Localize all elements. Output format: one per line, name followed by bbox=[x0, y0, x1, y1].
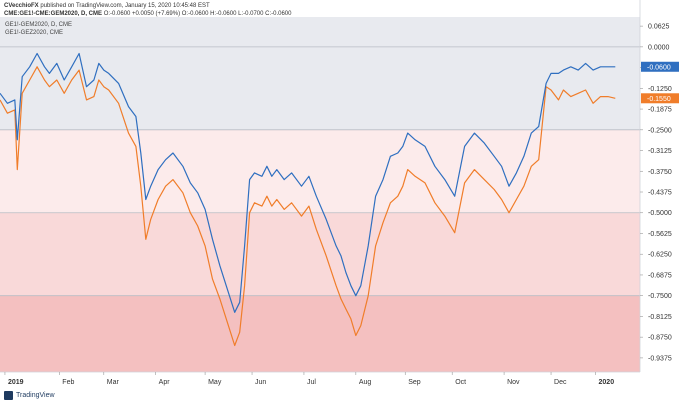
y-tick-label: -0.8750 bbox=[648, 335, 672, 342]
x-tick-label: 2020 bbox=[599, 379, 615, 386]
band-3 bbox=[0, 212, 640, 296]
y-tick-label: -0.8125 bbox=[648, 314, 672, 321]
y-tick-label: -0.1250 bbox=[648, 86, 672, 93]
symbol-line: CME:GE1!-CME:GEM2020, D, CME O:-0.0600 +… bbox=[4, 11, 291, 17]
last-value-label: -0.0600 bbox=[647, 64, 671, 71]
y-tick-label: -0.5625 bbox=[648, 231, 672, 238]
publisher-info: CVecchioFX published on TradingView.com,… bbox=[4, 3, 210, 9]
legend-primary-series[interactable]: GE1!-GEM2020, D, CME bbox=[5, 22, 73, 28]
y-tick-label: -0.6250 bbox=[648, 252, 672, 259]
band-0 bbox=[0, 17, 640, 47]
band-lines bbox=[0, 46, 640, 297]
price-axis-bg bbox=[640, 0, 680, 404]
x-tick-label: Jun bbox=[255, 379, 266, 386]
y-tick-label: -0.6875 bbox=[648, 272, 672, 279]
last-value-tag-0: -0.0600 bbox=[641, 61, 679, 72]
brand-label: TradingView bbox=[16, 392, 55, 399]
y-tick-label: -0.9375 bbox=[648, 355, 672, 362]
publisher-name[interactable]: CVecchioFX bbox=[4, 3, 39, 9]
tradingview-logo-icon bbox=[4, 391, 13, 400]
background-bands bbox=[0, 17, 640, 372]
x-tick-label: Mar bbox=[107, 379, 120, 386]
publisher-suffix: published on TradingView.com, January 15… bbox=[40, 3, 210, 9]
series-layer bbox=[0, 52, 616, 347]
x-tick-label: Feb bbox=[62, 379, 74, 386]
x-tick-label: Jul bbox=[307, 379, 316, 386]
y-tick-label: -0.5000 bbox=[648, 210, 672, 217]
x-tick-label: May bbox=[208, 379, 222, 386]
x-tick-label: Apr bbox=[159, 379, 171, 386]
last-value-label: -0.1550 bbox=[647, 96, 671, 103]
last-value-tag-1: -0.1550 bbox=[641, 93, 679, 104]
x-tick-label: Oct bbox=[455, 379, 466, 386]
symbol-name: CME:GE1!-CME:GEM2020, D, CME bbox=[4, 11, 103, 17]
x-tick-label: Nov bbox=[507, 379, 520, 386]
y-tick-label: -0.7500 bbox=[648, 293, 672, 300]
y-tick-label: -0.3750 bbox=[648, 169, 672, 176]
y-tick-label: -0.1875 bbox=[648, 107, 672, 114]
legend-secondary-series[interactable]: GE1!-GEZ2020, CME bbox=[5, 30, 64, 36]
band-2 bbox=[0, 129, 640, 213]
x-tick-label: 2019 bbox=[8, 379, 24, 386]
series-line-0 bbox=[0, 52, 616, 313]
ohlc-values: O:-0.0600 +0.0050 (+7.69%) O:-0.0600 H:-… bbox=[103, 11, 292, 17]
last-value-box bbox=[641, 93, 679, 104]
y-tick-label: -0.2500 bbox=[648, 127, 672, 134]
last-value-box bbox=[641, 61, 679, 72]
y-tick-label: -0.4375 bbox=[648, 190, 672, 197]
series-line-1 bbox=[0, 66, 616, 347]
band-4 bbox=[0, 295, 640, 372]
x-tick-label: Aug bbox=[359, 379, 372, 386]
tradingview-brand[interactable]: TradingView bbox=[4, 391, 55, 400]
time-axis-bg bbox=[0, 372, 680, 404]
x-tick-label: Dec bbox=[554, 379, 567, 386]
y-tick-label: 0.0000 bbox=[648, 44, 670, 51]
x-tick-label: Sep bbox=[408, 379, 421, 386]
y-tick-label: 0.0625 bbox=[648, 24, 670, 31]
y-tick-label: -0.3125 bbox=[648, 148, 672, 155]
